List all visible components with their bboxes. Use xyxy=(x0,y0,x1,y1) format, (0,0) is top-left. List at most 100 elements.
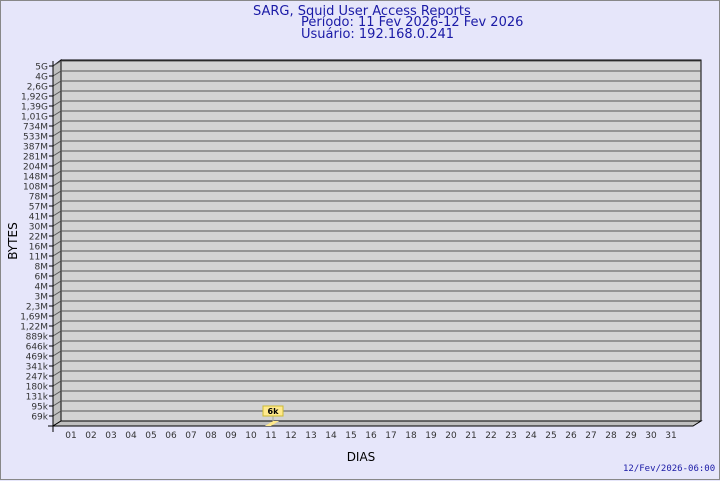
x-tick-label: 25 xyxy=(545,431,556,441)
y-tick-label: 469k xyxy=(26,353,49,363)
x-tick-label: 09 xyxy=(225,431,237,441)
gridline-side xyxy=(52,80,62,87)
x-tick-label: 08 xyxy=(205,431,217,441)
y-tick-label: 247k xyxy=(26,373,49,383)
gridline-side xyxy=(52,390,62,397)
x-tick-label: 30 xyxy=(645,431,657,441)
gridline-side xyxy=(52,180,62,187)
gridline-side xyxy=(52,100,62,107)
y-tick-label: 148M xyxy=(23,173,48,183)
gridline-side xyxy=(52,220,62,227)
y-axis-label: BYTES xyxy=(6,222,20,259)
gridline-side xyxy=(52,90,62,97)
y-tick-label: 1,69M xyxy=(20,313,48,323)
x-axis-label: DIAS xyxy=(347,450,376,464)
gridline-side xyxy=(52,140,62,147)
x-tick-label: 26 xyxy=(565,431,577,441)
gridline-side xyxy=(52,380,62,387)
y-tick-label: 889k xyxy=(26,333,49,343)
x-tick-label: 05 xyxy=(145,431,156,441)
x-tick-label: 24 xyxy=(525,431,537,441)
x-tick-label: 12 xyxy=(285,431,296,441)
gridline-side xyxy=(52,310,62,317)
x-tick-label: 02 xyxy=(85,431,96,441)
bar-day-11 xyxy=(265,421,279,426)
x-tick-label: 20 xyxy=(445,431,457,441)
x-tick-label: 18 xyxy=(405,431,417,441)
y-tick-label: 1,01G xyxy=(21,113,48,123)
x-tick-label: 27 xyxy=(585,431,596,441)
gridline-side xyxy=(52,270,62,277)
y-tick-label: 1,39G xyxy=(21,103,48,113)
x-tick-label: 06 xyxy=(165,431,177,441)
y-tick-label: 4G xyxy=(35,73,48,83)
x-tick-label: 01 xyxy=(65,431,76,441)
y-tick-label: 11M xyxy=(29,253,48,263)
y-tick-label: 57M xyxy=(29,203,48,213)
y-tick-label: 6M xyxy=(35,273,49,283)
x-tick-label: 16 xyxy=(365,431,377,441)
y-tick-label: 108M xyxy=(23,183,48,193)
timestamp: 12/Fev/2026-06:00 xyxy=(623,464,716,474)
x-tick-label: 19 xyxy=(425,431,437,441)
y-tick-label: 30M xyxy=(29,223,48,233)
gridline-side xyxy=(52,320,62,327)
y-tick-label: 533M xyxy=(23,133,48,143)
gridline-side xyxy=(52,210,62,217)
x-tick-label: 13 xyxy=(305,431,316,441)
x-tick-label: 04 xyxy=(125,431,137,441)
gridline-side xyxy=(52,300,62,307)
gridline-side xyxy=(52,410,62,417)
y-tick-label: 16M xyxy=(29,243,48,253)
y-tick-label: 22M xyxy=(29,233,48,243)
gridline-side xyxy=(52,200,62,207)
bar-label: 6k xyxy=(268,407,280,416)
y-tick-label: 180k xyxy=(26,383,49,393)
gridline-side xyxy=(52,280,62,287)
x-tick-label: 07 xyxy=(185,431,196,441)
plot-floor xyxy=(51,420,703,427)
x-tick-label: 10 xyxy=(245,431,257,441)
gridline-side xyxy=(52,190,62,197)
gridline-side xyxy=(52,110,62,117)
gridline-side xyxy=(52,260,62,267)
user-text: Usuário: 192.168.0.241 xyxy=(301,27,455,42)
y-tick-label: 95k xyxy=(31,403,48,413)
y-tick-label: 1,92G xyxy=(21,93,48,103)
gridline-side xyxy=(52,250,62,257)
y-tick-label: 2,6G xyxy=(27,83,48,93)
x-tick-label: 03 xyxy=(105,431,116,441)
x-tick-label: 29 xyxy=(625,431,637,441)
gridline-side xyxy=(52,70,62,77)
y-tick-label: 646k xyxy=(26,343,49,353)
x-tick-label: 28 xyxy=(605,431,617,441)
x-tick-label: 15 xyxy=(345,431,356,441)
gridline-side xyxy=(52,400,62,407)
gridline-side xyxy=(52,340,62,347)
gridline-side xyxy=(52,240,62,247)
x-tick-label: 23 xyxy=(505,431,516,441)
y-tick-label: 5G xyxy=(35,63,48,73)
gridline-side xyxy=(52,120,62,127)
chart-title: SARG, Squid User Access Reports xyxy=(253,4,471,19)
y-tick-label: 3M xyxy=(35,293,49,303)
gridline-side xyxy=(52,130,62,137)
y-tick-label: 204M xyxy=(23,163,48,173)
gridline-side xyxy=(52,330,62,337)
x-tick-label: 22 xyxy=(485,431,496,441)
gridline-side xyxy=(52,350,62,357)
gridline-side xyxy=(52,290,62,297)
y-tick-label: 41M xyxy=(29,213,48,223)
y-tick-label: 78M xyxy=(29,193,48,203)
gridline-side xyxy=(52,160,62,167)
x-tick-label: 31 xyxy=(665,431,676,441)
bar-label-box xyxy=(262,405,284,417)
x-tick-label: 21 xyxy=(465,431,476,441)
gridline-side xyxy=(52,360,62,367)
y-tick-label: 281M xyxy=(23,153,48,163)
y-tick-label: 341k xyxy=(26,363,49,373)
y-tick-label: 69k xyxy=(31,413,48,423)
x-tick-label: 14 xyxy=(325,431,337,441)
y-tick-label: 387M xyxy=(23,143,48,153)
